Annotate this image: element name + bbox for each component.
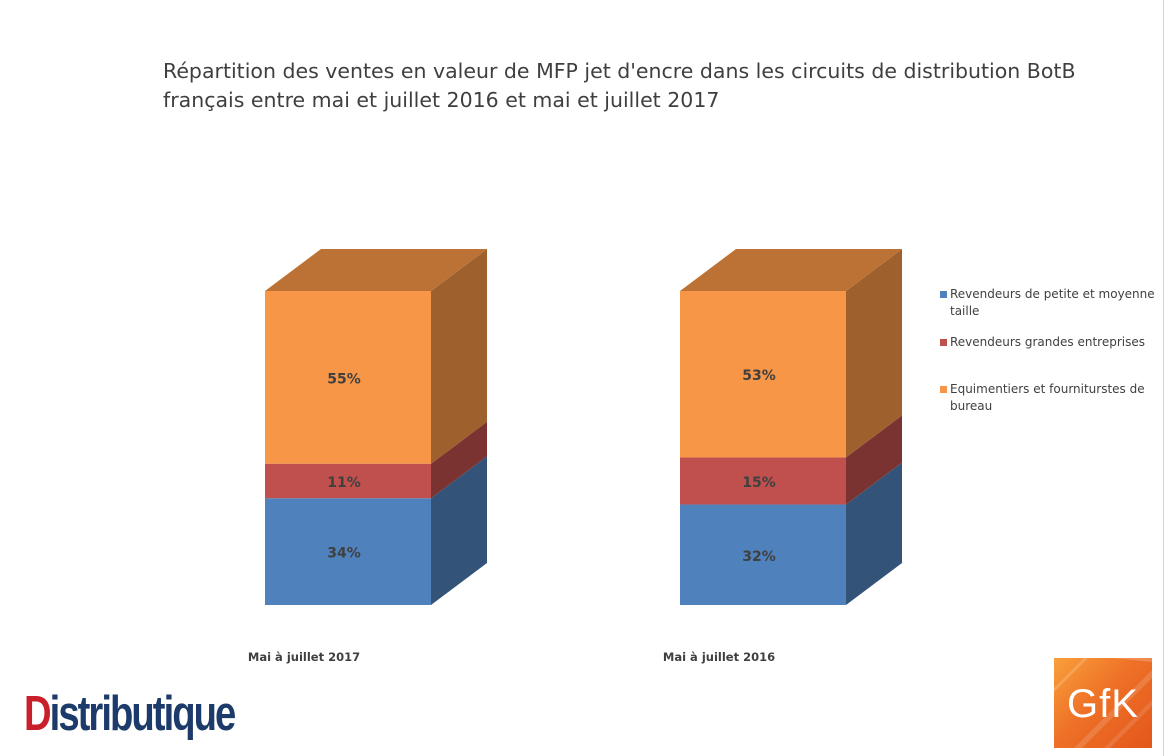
bar-top-face-2 [680, 249, 902, 291]
chart-legend: Revendeurs de petite et moyenne taille Re… [940, 286, 1155, 415]
legend-label-3: Equimentiers et fourniturstes de bureau [950, 382, 1145, 413]
bar-segment-side-1-2 [431, 421, 487, 499]
bar-stack-2: 32% 15% 53% [680, 249, 902, 605]
data-label-2-2: 15% [742, 475, 776, 491]
data-label-1-1: 34% [327, 546, 361, 562]
bar-stack-1: 34% 11% 55% [265, 249, 487, 605]
bar-segment-side-2-3 [846, 249, 902, 458]
legend-label-1: Revendeurs de petite et moyenne taille [950, 287, 1155, 318]
slide-edge-divider [1163, 0, 1164, 756]
legend-swatch-1 [940, 291, 947, 298]
bar-segment-front-1-2 [265, 463, 431, 499]
gfk-logo-stripes-icon [1054, 658, 1152, 748]
bar-segment-side-2-1 [846, 462, 902, 605]
bar-segment-front-1-3 [265, 291, 431, 464]
bar-segment-side-1-1 [431, 456, 487, 605]
legend-item-1: Revendeurs de petite et moyenne taille [940, 286, 1155, 320]
legend-item-3: Equimentiers et fourniturstes de bureau [940, 381, 1155, 415]
data-label-1-3: 55% [327, 371, 361, 387]
distributique-logo: Distributique [24, 684, 237, 744]
chart-title: Répartition des ventes en valeur de MFP … [163, 59, 1076, 112]
legend-swatch-2 [940, 339, 947, 346]
bar-segment-front-2-3 [680, 291, 846, 458]
bar-segment-front-1-1 [265, 498, 431, 605]
logo-letter-d: D [24, 687, 52, 741]
data-label-2-1: 32% [742, 549, 776, 565]
bar-segment-front-2-2 [680, 457, 846, 505]
legend-item-2: Revendeurs grandes entreprises [940, 334, 1155, 351]
category-label-1: Mai à juillet 2017 [248, 650, 360, 664]
logo-wordmark: istributique [49, 687, 237, 741]
data-label-2-3: 53% [742, 368, 776, 384]
data-label-1-2: 11% [327, 475, 361, 491]
bar-top-face-1 [265, 249, 487, 291]
gfk-logo-text: GfK [1067, 682, 1139, 726]
bar-segment-side-2-2 [846, 415, 902, 505]
bar-segment-side-1-3 [431, 249, 487, 464]
gfk-logo: GfK [1054, 658, 1152, 748]
category-label-2: Mai à juillet 2016 [663, 650, 775, 664]
legend-label-2: Revendeurs grandes entreprises [950, 335, 1145, 349]
bar-segment-front-2-1 [680, 504, 846, 605]
legend-swatch-3 [940, 386, 947, 393]
